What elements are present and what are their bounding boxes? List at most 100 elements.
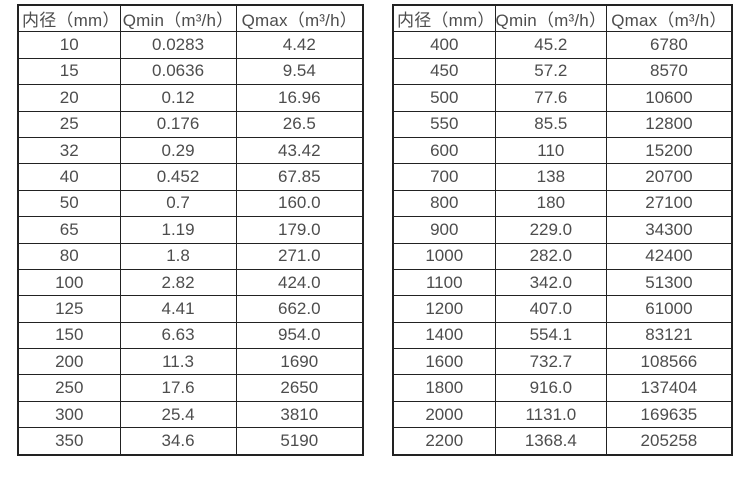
table-cell: 554.1 [494,321,608,350]
table-row: 1100 342.0 51300 [392,268,733,297]
table-cell: 350 [17,427,121,456]
table-cell: 25 [17,110,121,138]
table-body: 400 45.2 6780 450 57.2 8570 500 77.6 10600 550 85.… [392,31,733,456]
table-row: 1800 916.0 137404 [392,374,733,402]
table-cell: 271.0 [235,242,364,270]
table-cell: 3810 [235,400,364,429]
table-row: 65 1.19 179.0 [17,216,364,244]
table-cell: 0.29 [119,136,237,165]
table-cell: 160.0 [235,189,364,218]
table-row: 25 0.176 26.5 [17,110,364,138]
table-row: 100 2.82 424.0 [17,268,364,297]
header-row: 内径（mm） Qmin（m³/h） Qmax（m³/h） [17,4,364,33]
flow-rate-table-small-wrap: 内径（mm） Qmin（m³/h） Qmax（m³/h） 10 0.0283 4.42 1… [17,4,365,456]
table-cell: 100 [17,268,121,297]
table-row: 400 45.2 6780 [392,31,733,59]
table-cell: 45.2 [494,31,608,59]
table-cell: 16.96 [235,84,364,112]
table-row: 1200 407.0 61000 [392,295,733,323]
table-cell: 2.82 [119,268,237,297]
table-cell: 137404 [606,374,733,402]
table-row: 600 110 15200 [392,136,733,165]
flow-rate-table-large-diameters: 内径（mm） Qmin（m³/h） Qmax（m³/h） 400 45.2 6780 45… [392,4,733,456]
column-header-1: Qmin（m³/h） [119,4,237,33]
table-row: 15 0.0636 9.54 [17,57,364,86]
table-cell: 2200 [392,427,496,456]
table-cell: 342.0 [494,268,608,297]
table-cell: 125 [17,295,121,323]
table-cell: 34.6 [119,427,237,456]
table-cell: 250 [17,374,121,402]
table-cell: 662.0 [235,295,364,323]
table-cell: 1.19 [119,216,237,244]
table-cell: 108566 [606,348,733,376]
table-cell: 0.176 [119,110,237,138]
table-row: 800 180 27100 [392,189,733,218]
table-cell: 205258 [606,427,733,456]
table-cell: 0.452 [119,163,237,191]
table-cell: 26.5 [235,110,364,138]
table-cell: 9.54 [235,57,364,86]
table-cell: 0.0283 [119,31,237,59]
table-cell: 800 [392,189,496,218]
table-cell: 1.8 [119,242,237,270]
table-cell: 65 [17,216,121,244]
table-row: 300 25.4 3810 [17,400,364,429]
table-cell: 12800 [606,110,733,138]
table-cell: 180 [494,189,608,218]
table-cell: 732.7 [494,348,608,376]
table-cell: 6.63 [119,321,237,350]
table-cell: 229.0 [494,216,608,244]
table-cell: 57.2 [494,57,608,86]
table-cell: 11.3 [119,348,237,376]
table-cell: 282.0 [494,242,608,270]
table-row: 200 11.3 1690 [17,348,364,376]
table-cell: 80 [17,242,121,270]
table-cell: 32 [17,136,121,165]
table-cell: 1368.4 [494,427,608,456]
table-cell: 40 [17,163,121,191]
table-row: 40 0.452 67.85 [17,163,364,191]
table-cell: 85.5 [494,110,608,138]
table-row: 550 85.5 12800 [392,110,733,138]
table-cell: 25.4 [119,400,237,429]
table-cell: 61000 [606,295,733,323]
table-cell: 27100 [606,189,733,218]
table-row: 1400 554.1 83121 [392,321,733,350]
table-row: 450 57.2 8570 [392,57,733,86]
table-cell: 1000 [392,242,496,270]
table-cell: 550 [392,110,496,138]
column-header-0: 内径（mm） [17,4,121,33]
table-cell: 17.6 [119,374,237,402]
table-row: 900 229.0 34300 [392,216,733,244]
table-cell: 916.0 [494,374,608,402]
table-cell: 400 [392,31,496,59]
table-cell: 67.85 [235,163,364,191]
table-cell: 4.41 [119,295,237,323]
table-cell: 138 [494,163,608,191]
table-header: 内径（mm） Qmin（m³/h） Qmax（m³/h） [17,4,364,33]
table-row: 150 6.63 954.0 [17,321,364,350]
table-cell: 900 [392,216,496,244]
table-cell: 10600 [606,84,733,112]
table-row: 32 0.29 43.42 [17,136,364,165]
table-cell: 1400 [392,321,496,350]
table-row: 80 1.8 271.0 [17,242,364,270]
table-cell: 4.42 [235,31,364,59]
table-row: 1000 282.0 42400 [392,242,733,270]
column-header-2: Qmax（m³/h） [606,4,733,33]
table-cell: 34300 [606,216,733,244]
table-cell: 77.6 [494,84,608,112]
table-row: 125 4.41 662.0 [17,295,364,323]
table-cell: 0.7 [119,189,237,218]
table-row: 50 0.7 160.0 [17,189,364,218]
table-cell: 15200 [606,136,733,165]
table-cell: 0.12 [119,84,237,112]
table-row: 20 0.12 16.96 [17,84,364,112]
table-cell: 600 [392,136,496,165]
table-cell: 954.0 [235,321,364,350]
table-row: 10 0.0283 4.42 [17,31,364,59]
table-cell: 20 [17,84,121,112]
table-cell: 700 [392,163,496,191]
header-row: 内径（mm） Qmin（m³/h） Qmax（m³/h） [392,4,733,33]
